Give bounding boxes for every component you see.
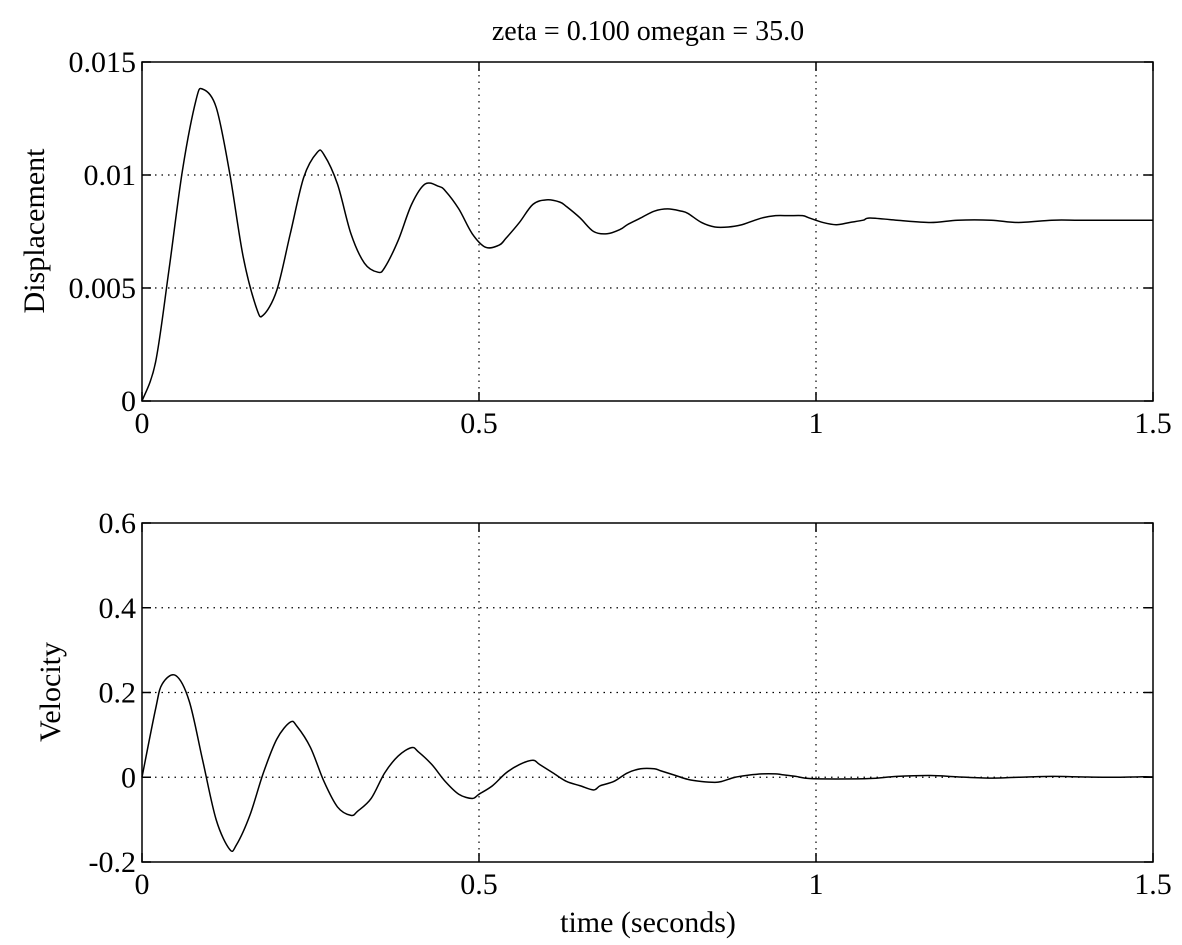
velocity-y-tick-label: 0.4 bbox=[99, 592, 137, 625]
displacement-subplot: zeta = 0.100 omegan = 35.0 Displacement … bbox=[18, 16, 1172, 440]
velocity-x-tick-label: 1 bbox=[809, 868, 824, 901]
displacement-y-axis-label: Displacement bbox=[18, 148, 51, 314]
displacement-x-tick-label: 0.5 bbox=[460, 407, 498, 440]
displacement-plot-frame bbox=[141, 61, 1154, 402]
velocity-y-tick-label: 0.6 bbox=[99, 507, 137, 540]
velocity-line bbox=[141, 674, 1154, 853]
velocity-y-tick-label: 0.2 bbox=[99, 677, 137, 710]
velocity-x-tick-label: 0.5 bbox=[460, 868, 498, 901]
displacement-line bbox=[141, 87, 1153, 402]
displacement-y-tick-label: 0.01 bbox=[84, 159, 137, 192]
velocity-x-tick-label: 1.5 bbox=[1134, 868, 1172, 901]
velocity-grid bbox=[142, 523, 1153, 862]
displacement-grid bbox=[142, 62, 1153, 401]
displacement-y-tick-label: 0 bbox=[121, 385, 136, 418]
x-axis-label: time (seconds) bbox=[560, 906, 736, 939]
displacement-x-tick-label: 0 bbox=[135, 407, 150, 440]
velocity-y-tick-label: -0.2 bbox=[89, 846, 137, 879]
velocity-tick-labels: 0 0.5 1 1.5-0.200.20.40.6 bbox=[89, 507, 1172, 901]
displacement-ticks bbox=[141, 61, 1154, 402]
velocity-x-tick-label: 0 bbox=[135, 868, 150, 901]
displacement-tick-labels: 0 0.5 1 1.5 0 0.005 0.01 0.015 bbox=[69, 46, 1172, 440]
velocity-subplot: Velocity time (seconds) 0 0.5 1 1.5-0.200.2… bbox=[34, 507, 1172, 939]
displacement-y-tick-label: 0.005 bbox=[69, 272, 137, 305]
velocity-y-axis-label: Velocity bbox=[34, 642, 67, 742]
chart-title: zeta = 0.100 omegan = 35.0 bbox=[492, 16, 804, 47]
displacement-x-tick-label: 1 bbox=[809, 407, 824, 440]
displacement-x-tick-label: 1.5 bbox=[1134, 407, 1172, 440]
velocity-y-tick-label: 0 bbox=[121, 761, 136, 794]
displacement-y-tick-label: 0.015 bbox=[69, 46, 137, 79]
